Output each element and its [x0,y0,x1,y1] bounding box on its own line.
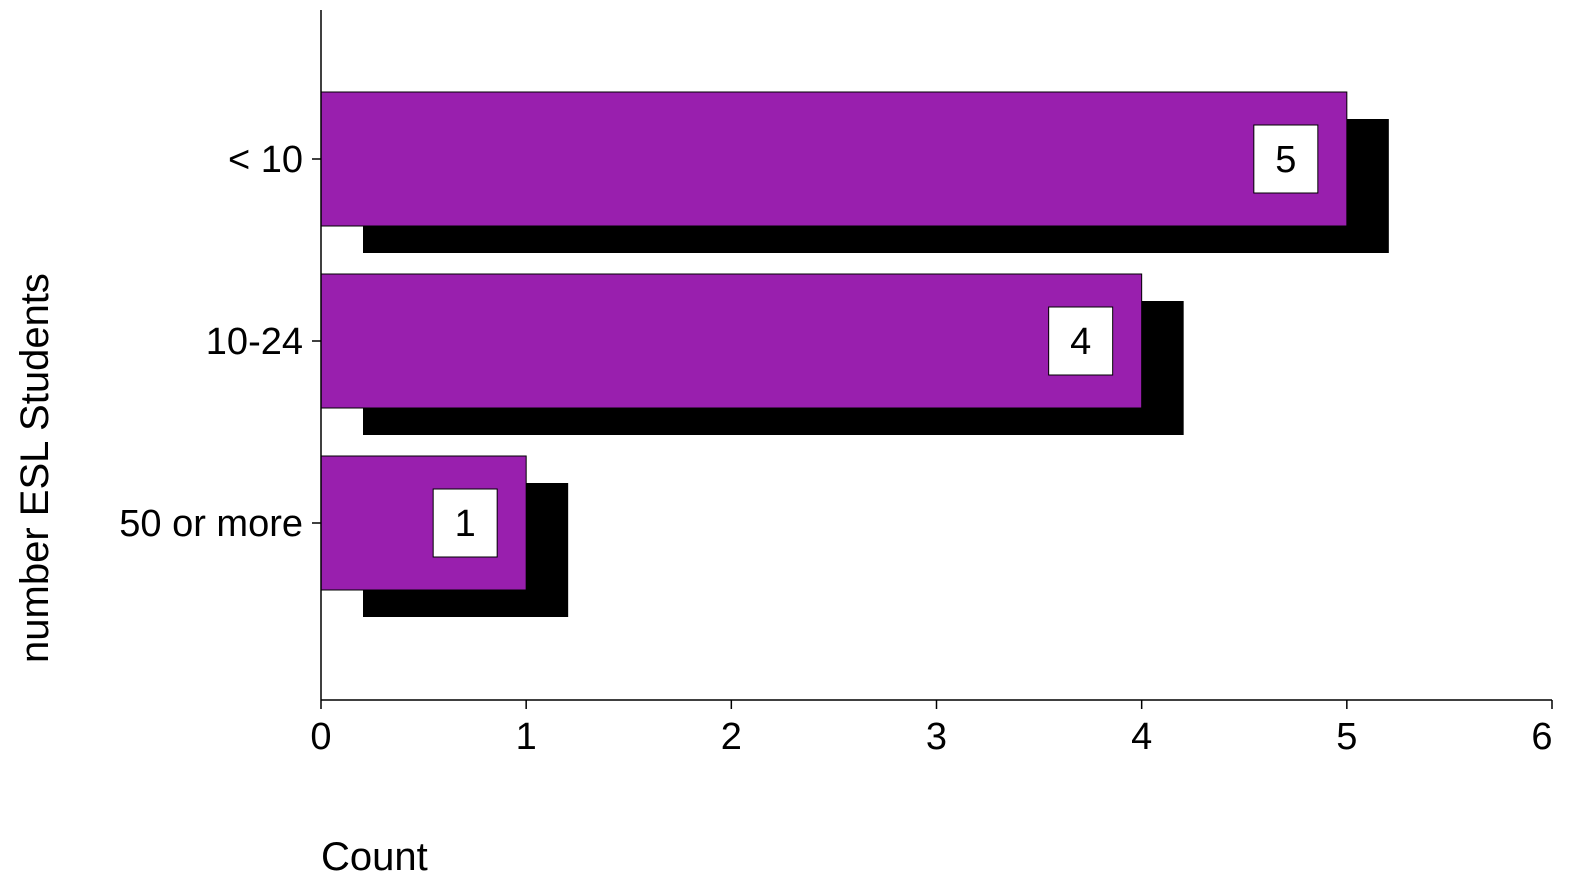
bar-2-data-label: 1 [455,503,476,545]
bar-1-data-label: 4 [1070,321,1091,363]
labels-layer: < 10 10-24 50 or more 0 1 2 3 4 5 6 [119,139,1553,758]
y-axis-title: number ESL Students [13,273,57,663]
x-tick-label-3: 3 [926,716,947,758]
x-tick-label-6: 6 [1531,716,1552,758]
bar-0-label-box [1253,124,1319,194]
bar-1 [320,273,1143,409]
bar-0 [320,91,1348,227]
x-tick-label-0: 0 [310,716,331,758]
x-axis-title: Count [321,835,428,879]
bar-0-data-label: 5 [1275,139,1296,181]
bar-2-label-box [432,488,498,558]
y-tick-label-2: 50 or more [119,503,303,545]
x-tick-label-5: 5 [1336,716,1357,758]
y-tick-label-0: < 10 [228,139,303,181]
y-tick-label-1: 10-24 [206,321,303,363]
bars-layer: 5 4 1 [320,91,1389,617]
bar-1-label-box [1048,306,1114,376]
x-tick-label-2: 2 [721,716,742,758]
x-tick-label-1: 1 [516,716,537,758]
x-tick-label-4: 4 [1131,716,1152,758]
